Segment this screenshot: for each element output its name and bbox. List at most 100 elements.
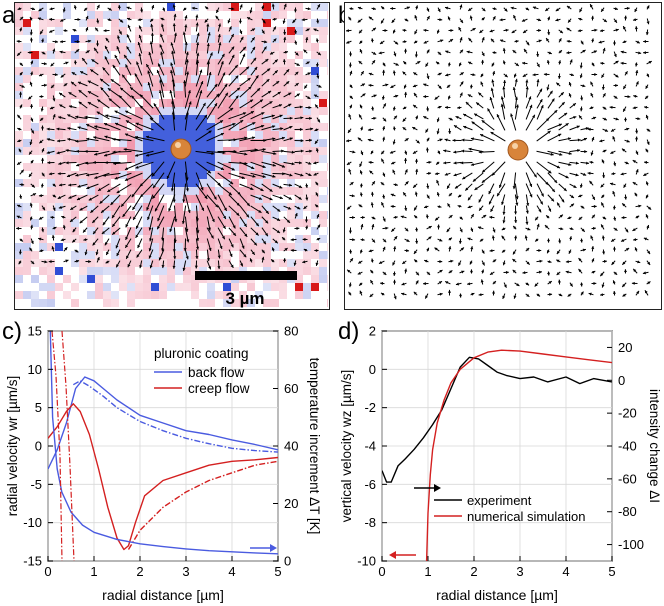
panel-a-arrow [195, 150, 215, 156]
panel-a-arrow [74, 259, 80, 263]
panel-a-arrow [27, 95, 33, 100]
panel-b-arrow [568, 249, 572, 254]
panel-b-arrow [632, 106, 638, 110]
panel-b-arrow [522, 29, 528, 34]
panel-a-arrow [137, 18, 143, 22]
panel-a-arrow [290, 248, 297, 252]
panel-b-arrow [536, 18, 542, 22]
panel-a-arrow [94, 172, 110, 179]
panel-a-arrow [171, 78, 176, 98]
panel-a-arrow [170, 69, 176, 87]
panel-a-arrow [283, 216, 291, 224]
panel-a-arrow [305, 116, 312, 120]
panel-a-arrow [137, 41, 143, 54]
panel-a-arrow [217, 53, 225, 65]
panel-b-arrow [390, 204, 396, 208]
panel-b-arrow [492, 16, 496, 21]
panel-b-arrow [382, 226, 389, 230]
panel-a-arrow [183, 80, 187, 98]
panel-b-arrow [525, 183, 533, 198]
panel-a-arrow [30, 159, 34, 164]
panel-a-arrow [125, 249, 132, 260]
panel-a-arrow [261, 18, 266, 24]
panel-a-arrow [104, 45, 110, 54]
panel-b-arrow [522, 271, 528, 275]
chart-d-y-tick-label: 0 [369, 362, 376, 377]
panel-a-arrow [41, 83, 47, 87]
panel-a-arrow [217, 122, 236, 131]
panel-b-arrow [461, 138, 473, 142]
panel-a-arrow [110, 78, 121, 87]
panel-a-arrow [63, 29, 68, 33]
panel-b-arrow [514, 282, 520, 287]
panel-a-arrow [294, 51, 299, 56]
panel-b-arrow [481, 119, 495, 131]
panel-a-arrow [60, 238, 66, 242]
panel-b-arrow [359, 192, 363, 197]
panel-b-arrow [382, 271, 387, 276]
panel-a-arrow [217, 23, 222, 32]
panel-b-arrow [359, 249, 363, 254]
panel-b-arrow [624, 6, 630, 10]
chart-c-x-tick-label: 1 [90, 564, 97, 579]
panel-b-arrow [401, 282, 407, 286]
panel-a-arrow [78, 101, 88, 109]
panel-a-arrow [184, 24, 188, 32]
panel-a-arrow [46, 127, 55, 131]
panel-a-arrow [261, 5, 265, 10]
panel-a-arrow [39, 139, 44, 144]
panel-a-arrow [305, 106, 312, 110]
panel-a-arrow [195, 238, 200, 250]
panel-a-arrow [305, 28, 310, 32]
panel-a-arrow [305, 194, 309, 201]
panel-a-arrow [313, 28, 319, 32]
panel-b-arrow [448, 214, 453, 219]
panel-a-arrow [63, 259, 69, 263]
panel-b-arrow [510, 113, 517, 131]
panel-a-arrow [250, 172, 266, 178]
panel-b-arrow [448, 28, 454, 33]
panel-a-arrow [206, 238, 212, 252]
panel-b-arrow [381, 201, 385, 208]
panel-b-arrow [579, 73, 583, 79]
panel-a-arrow [149, 41, 154, 54]
panel-a-arrow [184, 249, 189, 260]
panel-a-arrow [171, 111, 176, 131]
panel-b-arrow [620, 238, 627, 242]
panel-a-arrow [206, 249, 210, 262]
panel-a-arrow [303, 49, 308, 54]
panel-b-arrow [457, 106, 462, 110]
panel-b-arrow [359, 104, 363, 109]
panel-b-arrow [380, 158, 385, 164]
panel-b-arrow [558, 227, 564, 231]
panel-b-arrow [580, 227, 586, 233]
panel-a-arrow [206, 205, 215, 223]
panel-b-arrow [434, 172, 440, 176]
panel-a-heatmap [15, 3, 328, 307]
panel-a-arrow [302, 260, 308, 264]
panel-a-arrow [272, 59, 279, 65]
panel-b-arrow [481, 59, 485, 65]
panel-b-arrow [437, 18, 443, 22]
panel-a-arrow [29, 29, 33, 36]
panel-a-arrow [239, 260, 244, 267]
panel-a-arrow [29, 37, 33, 43]
panel-a-arrow [261, 100, 273, 109]
panel-b-arrow [522, 73, 528, 78]
panel-b-arrow [613, 7, 619, 11]
panel-b-arrow [446, 227, 451, 233]
panel-a-arrow [67, 114, 77, 120]
chart-d-y-tick-label: -6 [364, 477, 376, 492]
panel-a-arrow [250, 194, 263, 200]
panel-b-arrow [415, 280, 419, 285]
panel-a-arrow [58, 116, 66, 120]
chart-d-x-tick-label: 2 [470, 564, 477, 579]
panel-b-arrow [590, 150, 594, 156]
panel-b-arrow [536, 51, 540, 57]
panel-a-arrow [250, 75, 259, 87]
panel-b-arrow [414, 29, 418, 35]
panel-b-arrow [601, 159, 605, 164]
panel-a-arrow [313, 94, 319, 98]
panel-b-arrow [444, 138, 451, 142]
